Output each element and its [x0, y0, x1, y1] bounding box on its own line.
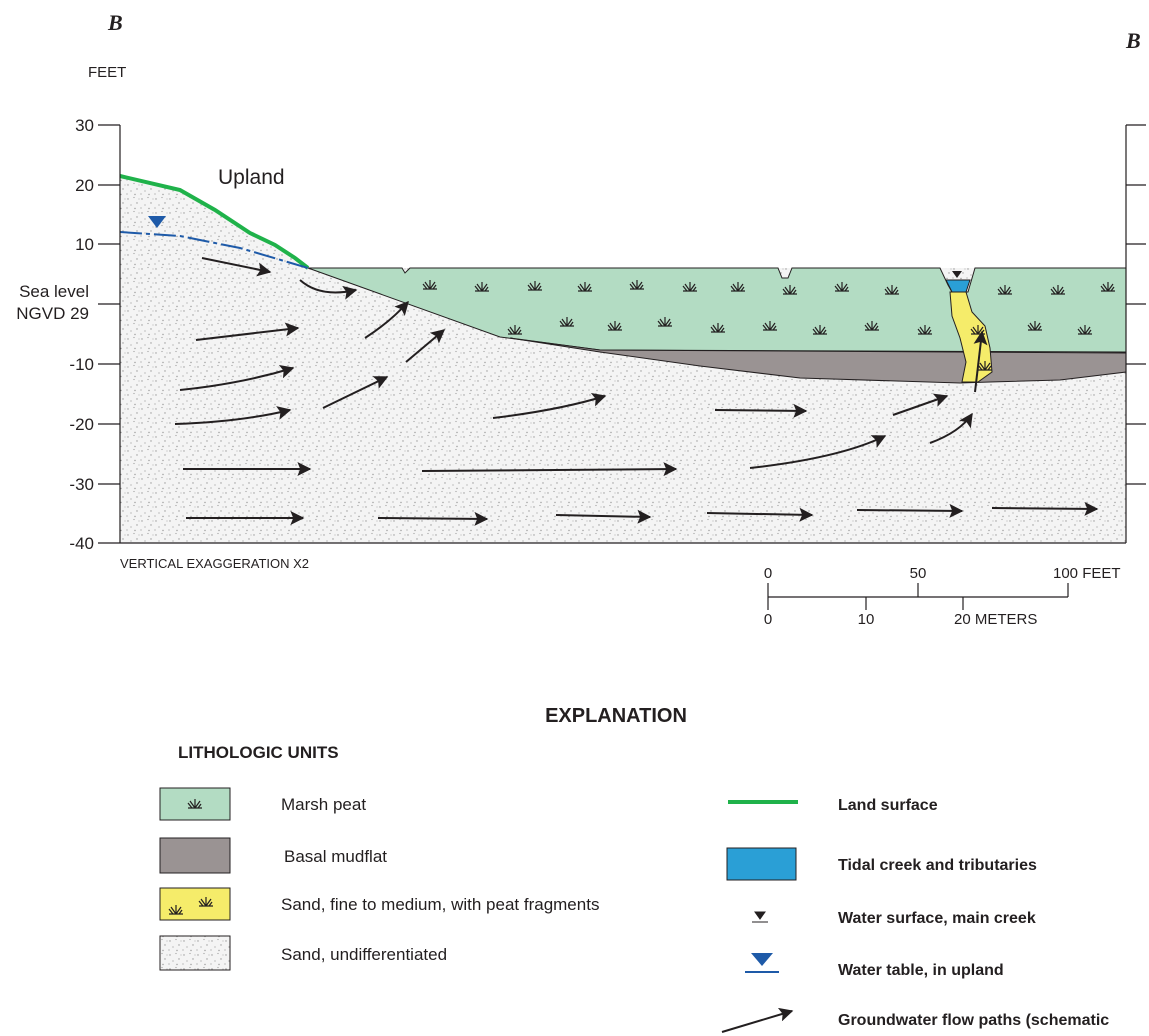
legend-label: Marsh peat — [281, 795, 366, 814]
axis-sea-level: NGVD 29 — [16, 304, 89, 323]
scale-label: 50 — [910, 565, 927, 582]
legend-label: Groundwater flow paths (schematic — [838, 1012, 1109, 1029]
section-label: B — [1125, 28, 1141, 53]
legend-symbol — [751, 953, 773, 966]
upland-label: Upland — [218, 166, 285, 189]
legend-label: Water surface, main creek — [838, 910, 1036, 927]
section-label: B — [107, 10, 123, 35]
legend-swatch — [160, 936, 230, 970]
legend-label: Sand, undifferentiated — [281, 945, 447, 964]
geology — [120, 176, 1126, 543]
scale-label: 0 — [764, 565, 772, 582]
scale-label: 100 FEET — [1053, 565, 1121, 582]
axis-tick-label: 30 — [75, 116, 94, 135]
axis-tick-label: 10 — [75, 235, 94, 254]
scale-label: 20 METERS — [954, 611, 1037, 628]
legend-label: Water table, in upland — [838, 962, 1004, 979]
explanation-title: EXPLANATION — [545, 705, 687, 727]
axis-tick-label: -40 — [69, 534, 94, 553]
axis-tick-label: -20 — [69, 415, 94, 434]
legend-label: Sand, fine to medium, with peat fragment… — [281, 895, 599, 914]
scale-label: 10 — [858, 611, 875, 628]
legend-label: Basal mudflat — [284, 847, 387, 866]
page: {"section_labels": {"left": "B", "right"… — [0, 0, 1149, 1036]
legend-swatch — [160, 838, 230, 873]
legend-symbol — [727, 848, 796, 880]
legend-swatch — [160, 888, 230, 920]
legend-symbol — [722, 1011, 792, 1032]
scale-label: 0 — [764, 611, 772, 628]
exaggeration-note: VERTICAL EXAGGERATION X2 — [120, 556, 309, 571]
axis-tick-label: -30 — [69, 475, 94, 494]
legend-label: Land surface — [838, 797, 938, 814]
scale-bar — [768, 583, 1068, 610]
legend-label: Tidal creek and tributaries — [838, 857, 1037, 874]
axis-sea-level: Sea level — [19, 282, 89, 301]
axis-tick-label: 20 — [75, 176, 94, 195]
cross-section-figure: B B FEET — [0, 0, 1149, 1036]
axis-tick-label: -10 — [69, 355, 94, 374]
legend-subtitle: LITHOLOGIC UNITS — [178, 743, 339, 762]
legend-symbol — [752, 912, 768, 922]
axis-unit: FEET — [88, 64, 126, 81]
